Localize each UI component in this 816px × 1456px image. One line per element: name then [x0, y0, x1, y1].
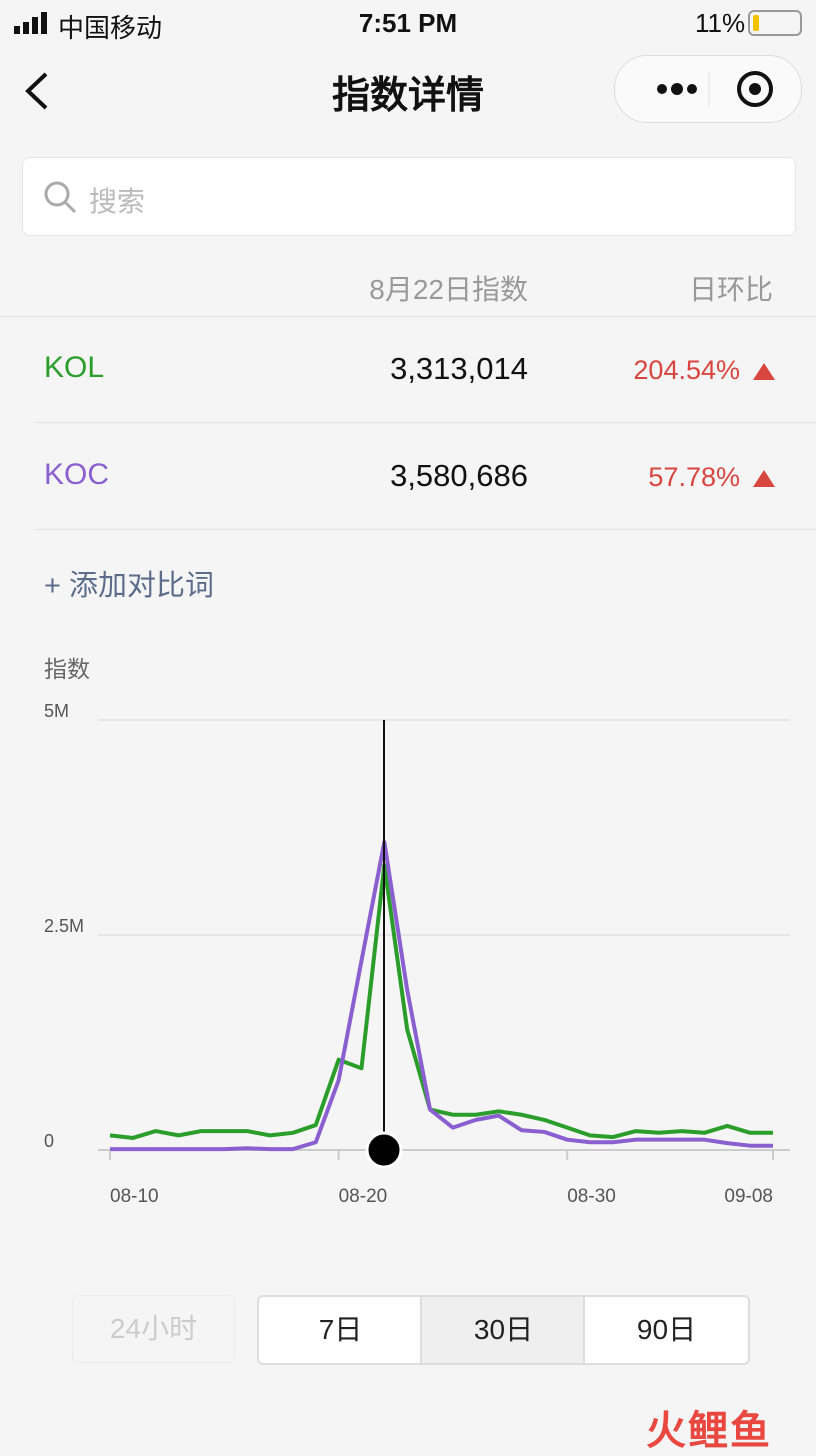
add-compare[interactable]: + 添加对比词	[44, 570, 214, 602]
row-change: 204.54%	[633, 355, 740, 385]
row-name: KOL	[44, 351, 105, 384]
range-button[interactable]: 90日	[583, 1295, 750, 1365]
chart: 指数 0 2.5M 5M 08-10 08-20 08-30 09-08	[44, 656, 790, 1207]
x-tick-label: 09-08	[724, 1186, 773, 1207]
battery-text: 11%	[695, 8, 746, 38]
search-box[interactable]: 搜索	[22, 157, 796, 236]
capsule[interactable]	[614, 55, 802, 123]
search-placeholder: 搜索	[89, 186, 146, 217]
clock: 7:51 PM	[358, 8, 458, 38]
row-value: 3,313,014	[390, 351, 528, 386]
cursor-handle	[365, 1131, 403, 1169]
row-value: 3,580,686	[390, 458, 528, 493]
data-line	[109, 863, 773, 1140]
y-axis-title: 指数	[44, 656, 90, 682]
signal	[14, 12, 50, 39]
up-arrow	[753, 470, 775, 487]
y-tick-label: 2.5M	[44, 916, 84, 936]
row-name: KOC	[44, 458, 110, 491]
up-arrow	[753, 363, 775, 380]
row-change: 57.78%	[648, 462, 740, 492]
carrier: 中国移动	[58, 13, 163, 43]
back-button[interactable]	[22, 70, 52, 112]
y-tick-label: 5M	[44, 701, 69, 721]
range-button[interactable]: 30日	[420, 1295, 587, 1365]
range-button[interactable]: 7日	[257, 1295, 424, 1365]
divider	[35, 529, 816, 530]
range-button: 24小时	[72, 1295, 235, 1363]
column-header: 8月22日指数	[369, 274, 528, 305]
x-tick-label: 08-30	[567, 1186, 616, 1207]
divider	[35, 422, 816, 423]
divider	[0, 316, 816, 317]
y-tick-label: 0	[44, 1131, 54, 1151]
data-line	[110, 840, 773, 1152]
column-header: 日环比	[688, 274, 773, 305]
x-tick-label: 08-20	[339, 1186, 388, 1207]
battery	[748, 10, 802, 36]
x-tick-label: 08-10	[110, 1186, 159, 1207]
page-title: 指数详情	[331, 75, 484, 117]
watermark: 火鲤鱼	[646, 1409, 772, 1453]
